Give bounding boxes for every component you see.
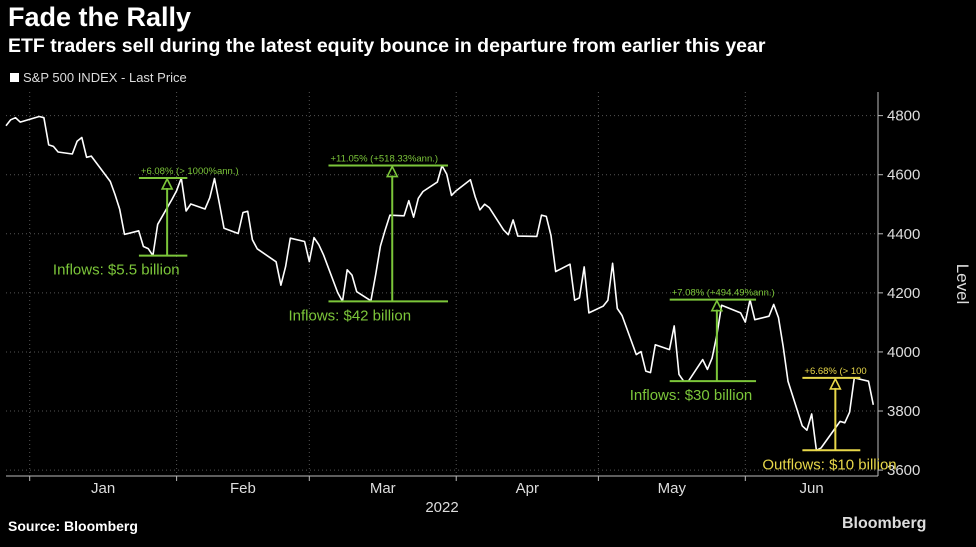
chart-subtitle: ETF traders sell during the latest equit…: [8, 35, 766, 57]
y-axis-title: Level: [953, 264, 972, 305]
annotation-flow-label: Inflows: $42 billion: [288, 307, 411, 324]
annotation-flow-label: Outflows: $10 billion: [762, 456, 896, 473]
annotation-flow-label: Inflows: $30 billion: [630, 387, 753, 404]
annotation-arrow-head: [710, 298, 724, 312]
x-tick-label: Jun: [800, 480, 824, 497]
annotation-arrow-head: [160, 177, 174, 190]
x-tick-label: May: [658, 480, 687, 497]
x-tick-label: Feb: [230, 480, 256, 497]
annotation-change-label: +6.08% (> 1000%ann.): [141, 166, 239, 177]
y-tick-label: 4000: [887, 344, 920, 361]
annotation-arrow-head: [385, 164, 399, 178]
bloomberg-logo: Bloomberg: [842, 515, 927, 532]
y-tick-label: 4400: [887, 226, 920, 243]
y-tick-label: 4800: [887, 108, 920, 125]
legend-label: S&P 500 INDEX - Last Price: [23, 70, 187, 85]
annotation-change-label: +11.05% (+518.33%ann.): [330, 154, 438, 165]
chart-title: Fade the Rally: [8, 2, 192, 32]
annotation-flow-label: Inflows: $5.5 billion: [53, 262, 180, 279]
y-tick-label: 4600: [887, 167, 920, 184]
y-tick-label: 4200: [887, 285, 920, 302]
source-note: Source: Bloomberg: [8, 518, 138, 534]
annotation-arrow-head: [829, 377, 842, 390]
y-tick-label: 3600: [887, 462, 920, 479]
annotation-change-label: +7.08% (+494.49%ann.): [672, 288, 775, 299]
x-axis-year-label: 2022: [425, 499, 458, 516]
legend: S&P 500 INDEX - Last Price: [10, 70, 187, 85]
x-tick-label: Jan: [91, 480, 115, 497]
x-tick-label: Mar: [370, 480, 396, 497]
legend-swatch: [10, 73, 19, 82]
y-tick-label: 3800: [887, 403, 920, 420]
x-tick-label: Apr: [516, 480, 539, 497]
annotation-change-label: +6.68% (> 100: [804, 366, 866, 377]
